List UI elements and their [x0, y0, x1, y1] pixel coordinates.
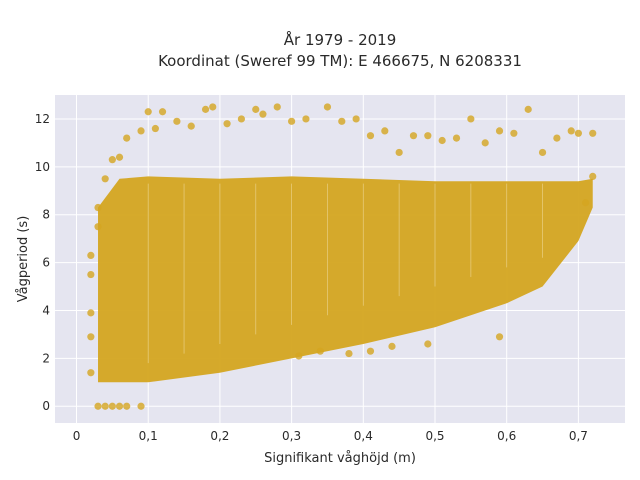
- chart-title-line-2: Koordinat (Sweref 99 TM): E 466675, N 62…: [158, 52, 522, 70]
- y-axis-title: Vågperiod (s): [16, 216, 31, 303]
- scatter-point: [237, 115, 246, 123]
- scatter-point: [101, 175, 109, 183]
- scatter-point: [252, 105, 260, 113]
- scatter-point: [94, 203, 102, 212]
- scatter-point: [94, 223, 102, 231]
- scatter-point: [295, 352, 303, 360]
- y-tick-label: 6: [42, 256, 50, 270]
- x-tick-label: 0,6: [497, 429, 516, 443]
- scatter-point: [553, 134, 561, 142]
- scatter-point: [352, 115, 360, 123]
- scatter-point: [338, 117, 346, 125]
- scatter-point: [187, 122, 195, 130]
- y-tick-label: 2: [42, 351, 50, 365]
- y-tick-label: 8: [42, 208, 50, 222]
- scatter-point: [345, 349, 353, 358]
- chart-title-line-1: År 1979 - 2019: [284, 30, 397, 49]
- x-tick-label: 0,2: [210, 429, 229, 443]
- scatter-point: [288, 117, 296, 125]
- scatter-point: [209, 103, 217, 111]
- scatter-point: [87, 369, 95, 377]
- scatter-point: [589, 129, 597, 137]
- scatter-point: [87, 270, 95, 279]
- scatter-point: [567, 127, 575, 135]
- x-axis-ticks: 0 0,1 0,2 0,3 0,4 0,5 0,6 0,7: [73, 429, 588, 443]
- x-tick-label: 0,5: [425, 429, 444, 443]
- scatter-point: [115, 402, 124, 410]
- scatter-point: [151, 124, 159, 133]
- scatter-point: [87, 251, 95, 260]
- x-tick-label: 0,4: [354, 429, 373, 443]
- scatter-point: [495, 333, 504, 341]
- y-tick-label: 10: [35, 160, 50, 174]
- scatter-point: [87, 309, 95, 317]
- scatter-point: [481, 139, 489, 147]
- scatter-point: [581, 199, 590, 207]
- scatter-point: [438, 136, 446, 145]
- scatter-point: [87, 333, 95, 341]
- scatter-point: [273, 103, 281, 111]
- x-tick-label: 0,3: [282, 429, 301, 443]
- scatter-point: [395, 148, 403, 157]
- scatter-point: [323, 103, 332, 111]
- scatter-point: [510, 129, 518, 137]
- y-tick-label: 4: [42, 303, 50, 317]
- scatter-point: [424, 132, 432, 140]
- scatter-point: [381, 127, 389, 135]
- scatter-point: [589, 172, 597, 181]
- scatter-point: [144, 108, 152, 116]
- scatter-point: [424, 340, 432, 348]
- scatter-point: [524, 105, 532, 113]
- scatter-point: [137, 402, 145, 410]
- y-tick-label: 0: [42, 399, 50, 413]
- scatter-point: [538, 148, 547, 157]
- x-tick-label: 0,1: [139, 429, 158, 443]
- dense-point-cloud: [98, 176, 593, 383]
- scatter-point: [223, 120, 231, 128]
- scatter-point: [366, 132, 375, 140]
- x-tick-label: 0,7: [569, 429, 588, 443]
- scatter-point: [409, 132, 418, 140]
- scatter-point: [115, 153, 124, 161]
- y-tick-label: 12: [35, 112, 50, 126]
- scatter-point: [123, 134, 131, 142]
- scatter-point: [94, 402, 102, 410]
- scatter-point: [452, 134, 461, 142]
- scatter-point: [137, 127, 145, 135]
- scatter-point: [173, 117, 181, 125]
- scatter-point: [467, 115, 475, 123]
- scatter-point: [108, 402, 116, 410]
- scatter-point: [574, 129, 582, 137]
- x-tick-label: 0: [73, 429, 81, 443]
- scatter-point: [302, 115, 310, 123]
- x-axis-title: Signifikant våghöjd (m): [264, 451, 416, 466]
- scatter-point: [108, 156, 116, 164]
- scatter-points: [87, 103, 597, 410]
- scatter-point: [366, 347, 375, 355]
- scatter-point: [388, 342, 396, 350]
- scatter-point: [201, 105, 210, 113]
- scatter-point: [259, 110, 267, 118]
- scatter-point: [123, 402, 131, 410]
- dense-scatter-cloud: [98, 176, 593, 383]
- y-axis-ticks: 0 2 4 6 8 10 12: [35, 112, 50, 413]
- scatter-point: [158, 108, 167, 116]
- scatter-point: [316, 347, 324, 355]
- scatter-point: [495, 127, 504, 135]
- scatter-point: [101, 402, 109, 410]
